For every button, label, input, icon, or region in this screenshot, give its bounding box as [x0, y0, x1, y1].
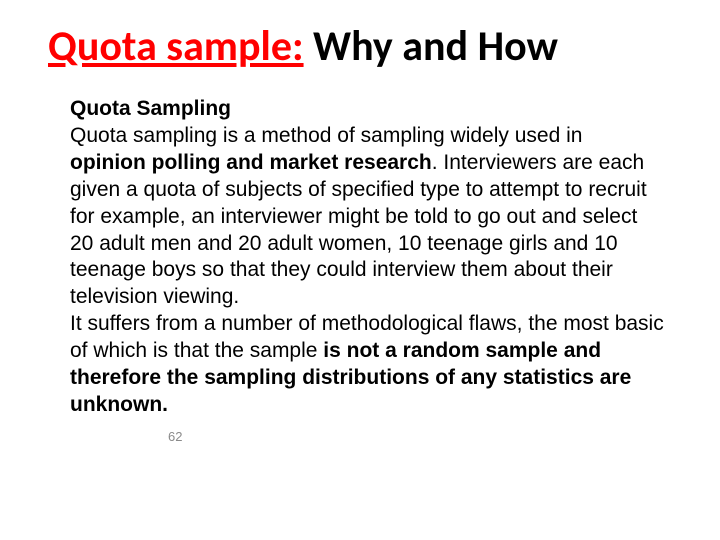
para1-bold: opinion polling and market research	[70, 151, 432, 174]
slide-title: Quota sample: Why and How	[48, 24, 672, 70]
paragraph-1: Quota sampling is a method of sampling w…	[70, 123, 664, 311]
subheading: Quota Sampling	[70, 96, 664, 123]
title-black-part: Why and How	[304, 21, 558, 72]
paragraph-2: Interviewers are each given a quota of s…	[70, 151, 647, 308]
paragraph-3: It suffers from a number of methodologic…	[70, 311, 664, 419]
body-content: Quota Sampling Quota sampling is a metho…	[48, 96, 672, 419]
para1-text: Quota sampling is a method of sampling w…	[70, 124, 582, 147]
page-number: 62	[48, 429, 672, 444]
para1-period: .	[432, 151, 444, 174]
title-red-part: Quota sample:	[48, 21, 304, 72]
